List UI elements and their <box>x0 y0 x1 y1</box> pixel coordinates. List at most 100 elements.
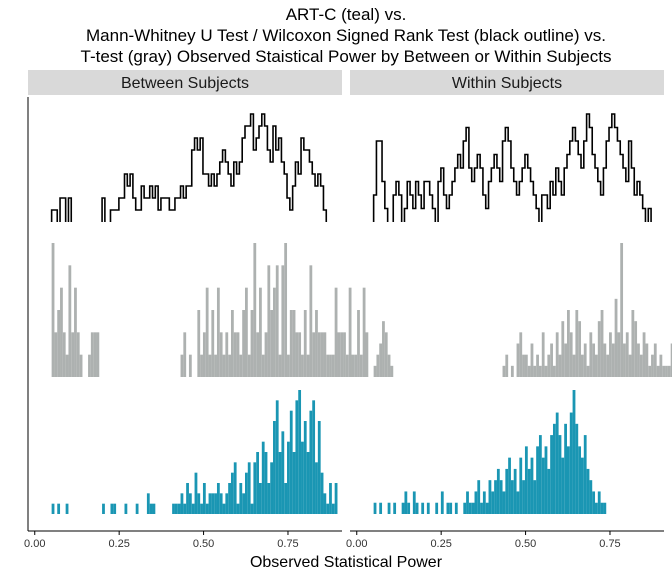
histogram-bar <box>225 493 229 514</box>
histogram-bar <box>74 287 77 377</box>
histogram-bar <box>345 354 349 377</box>
histogram-bar <box>639 354 643 377</box>
histogram-bar <box>572 390 576 514</box>
histogram-bar <box>317 421 321 514</box>
histogram-bar <box>245 472 248 514</box>
histogram-bar <box>312 400 316 514</box>
histogram-bar <box>530 457 534 514</box>
strip-label-between: Between Subjects <box>121 75 249 92</box>
histogram-bar <box>446 502 450 514</box>
histogram-bar <box>552 423 556 514</box>
histogram-bar <box>245 287 248 377</box>
histogram-bar <box>463 502 467 514</box>
histogram-bar <box>256 452 260 514</box>
histogram-bar <box>502 491 506 514</box>
histogram-bar <box>589 480 593 514</box>
histogram-bar <box>230 472 234 514</box>
histogram-bar <box>306 452 310 514</box>
histogram-bar <box>194 472 198 514</box>
histogram-bar <box>550 343 553 377</box>
histogram-bar <box>653 343 657 377</box>
histogram-bar <box>533 365 537 377</box>
strip-between <box>28 70 342 95</box>
histogram-bar <box>561 321 565 377</box>
series-gray-filled <box>51 243 369 377</box>
histogram-bar <box>494 480 497 514</box>
histogram-bar <box>289 310 293 377</box>
histogram-bar <box>172 503 175 514</box>
x-tick-label: 0.50 <box>193 538 214 550</box>
histogram-bar <box>505 468 509 514</box>
histogram-bar <box>329 354 332 377</box>
histogram-bar <box>219 493 223 514</box>
histogram-bar <box>592 491 596 514</box>
histogram-bar <box>614 298 618 377</box>
histogram-bar <box>124 503 128 514</box>
histogram-bar <box>412 491 416 514</box>
histogram-bar <box>188 354 192 377</box>
histogram-bar <box>519 332 523 377</box>
histogram-bar <box>670 343 672 377</box>
histogram-bar <box>284 483 288 514</box>
histogram-bar <box>516 491 520 514</box>
histogram-bar <box>606 354 610 377</box>
histogram-bar <box>404 491 408 514</box>
histogram-bar <box>600 310 604 377</box>
histogram-bar <box>583 435 587 514</box>
histogram-bar <box>292 452 296 514</box>
histogram-bar <box>65 354 69 377</box>
histogram-bar <box>617 332 621 377</box>
histogram-bar <box>65 503 69 514</box>
histogram-bar <box>202 332 206 377</box>
histogram-bar <box>491 491 495 514</box>
histogram-bar <box>301 354 304 377</box>
histogram-bar <box>250 503 254 514</box>
x-tick-label: 0.50 <box>515 538 536 550</box>
histogram-bar <box>79 354 83 377</box>
histogram-bar <box>303 310 307 377</box>
histogram-bar <box>541 457 545 514</box>
histogram-bar <box>259 287 262 377</box>
histogram-bar <box>421 502 425 514</box>
histogram-bar <box>379 502 383 514</box>
histogram-bar <box>233 332 237 377</box>
histogram-bar <box>597 491 601 514</box>
histogram-bar <box>524 354 528 377</box>
histogram-bar <box>555 332 559 377</box>
histogram-bar <box>267 483 271 514</box>
x-tick-label: 0.75 <box>599 538 620 550</box>
histogram-bar <box>407 502 411 514</box>
histogram-bar <box>454 502 458 514</box>
histogram-bar <box>642 332 646 377</box>
histogram-bar <box>354 354 358 377</box>
histogram-bar <box>595 502 598 514</box>
histogram-bar <box>510 480 514 514</box>
histogram-bar <box>482 491 486 514</box>
histogram-bar <box>572 354 576 377</box>
histogram-bar <box>110 503 114 514</box>
histogram-bar <box>200 354 203 377</box>
histogram-bar <box>555 412 559 514</box>
histogram-bar <box>645 343 649 377</box>
histogram-bar <box>320 332 324 377</box>
histogram-bar <box>270 462 274 514</box>
histogram-bar <box>449 502 453 514</box>
histogram-bar <box>586 468 590 514</box>
histogram-bar <box>312 332 316 377</box>
histogram-bar <box>68 265 72 377</box>
histogram-bar <box>558 354 562 377</box>
histogram-bar <box>357 310 360 377</box>
histogram-bar <box>214 354 217 377</box>
series-teal-filled <box>51 390 338 514</box>
histogram-bar <box>348 287 352 377</box>
histogram-bar <box>331 503 335 514</box>
histogram-bar <box>499 480 503 514</box>
histogram-bar <box>648 365 652 377</box>
histogram-bar <box>205 287 209 377</box>
histogram-bar <box>547 354 551 377</box>
chart-title: ART-C (teal) vs. Mann-Whitney U Test / W… <box>81 5 612 66</box>
histogram-bar <box>373 365 377 377</box>
histogram-bar <box>502 365 506 377</box>
histogram-bar <box>320 472 324 514</box>
histogram-bar <box>426 502 430 514</box>
